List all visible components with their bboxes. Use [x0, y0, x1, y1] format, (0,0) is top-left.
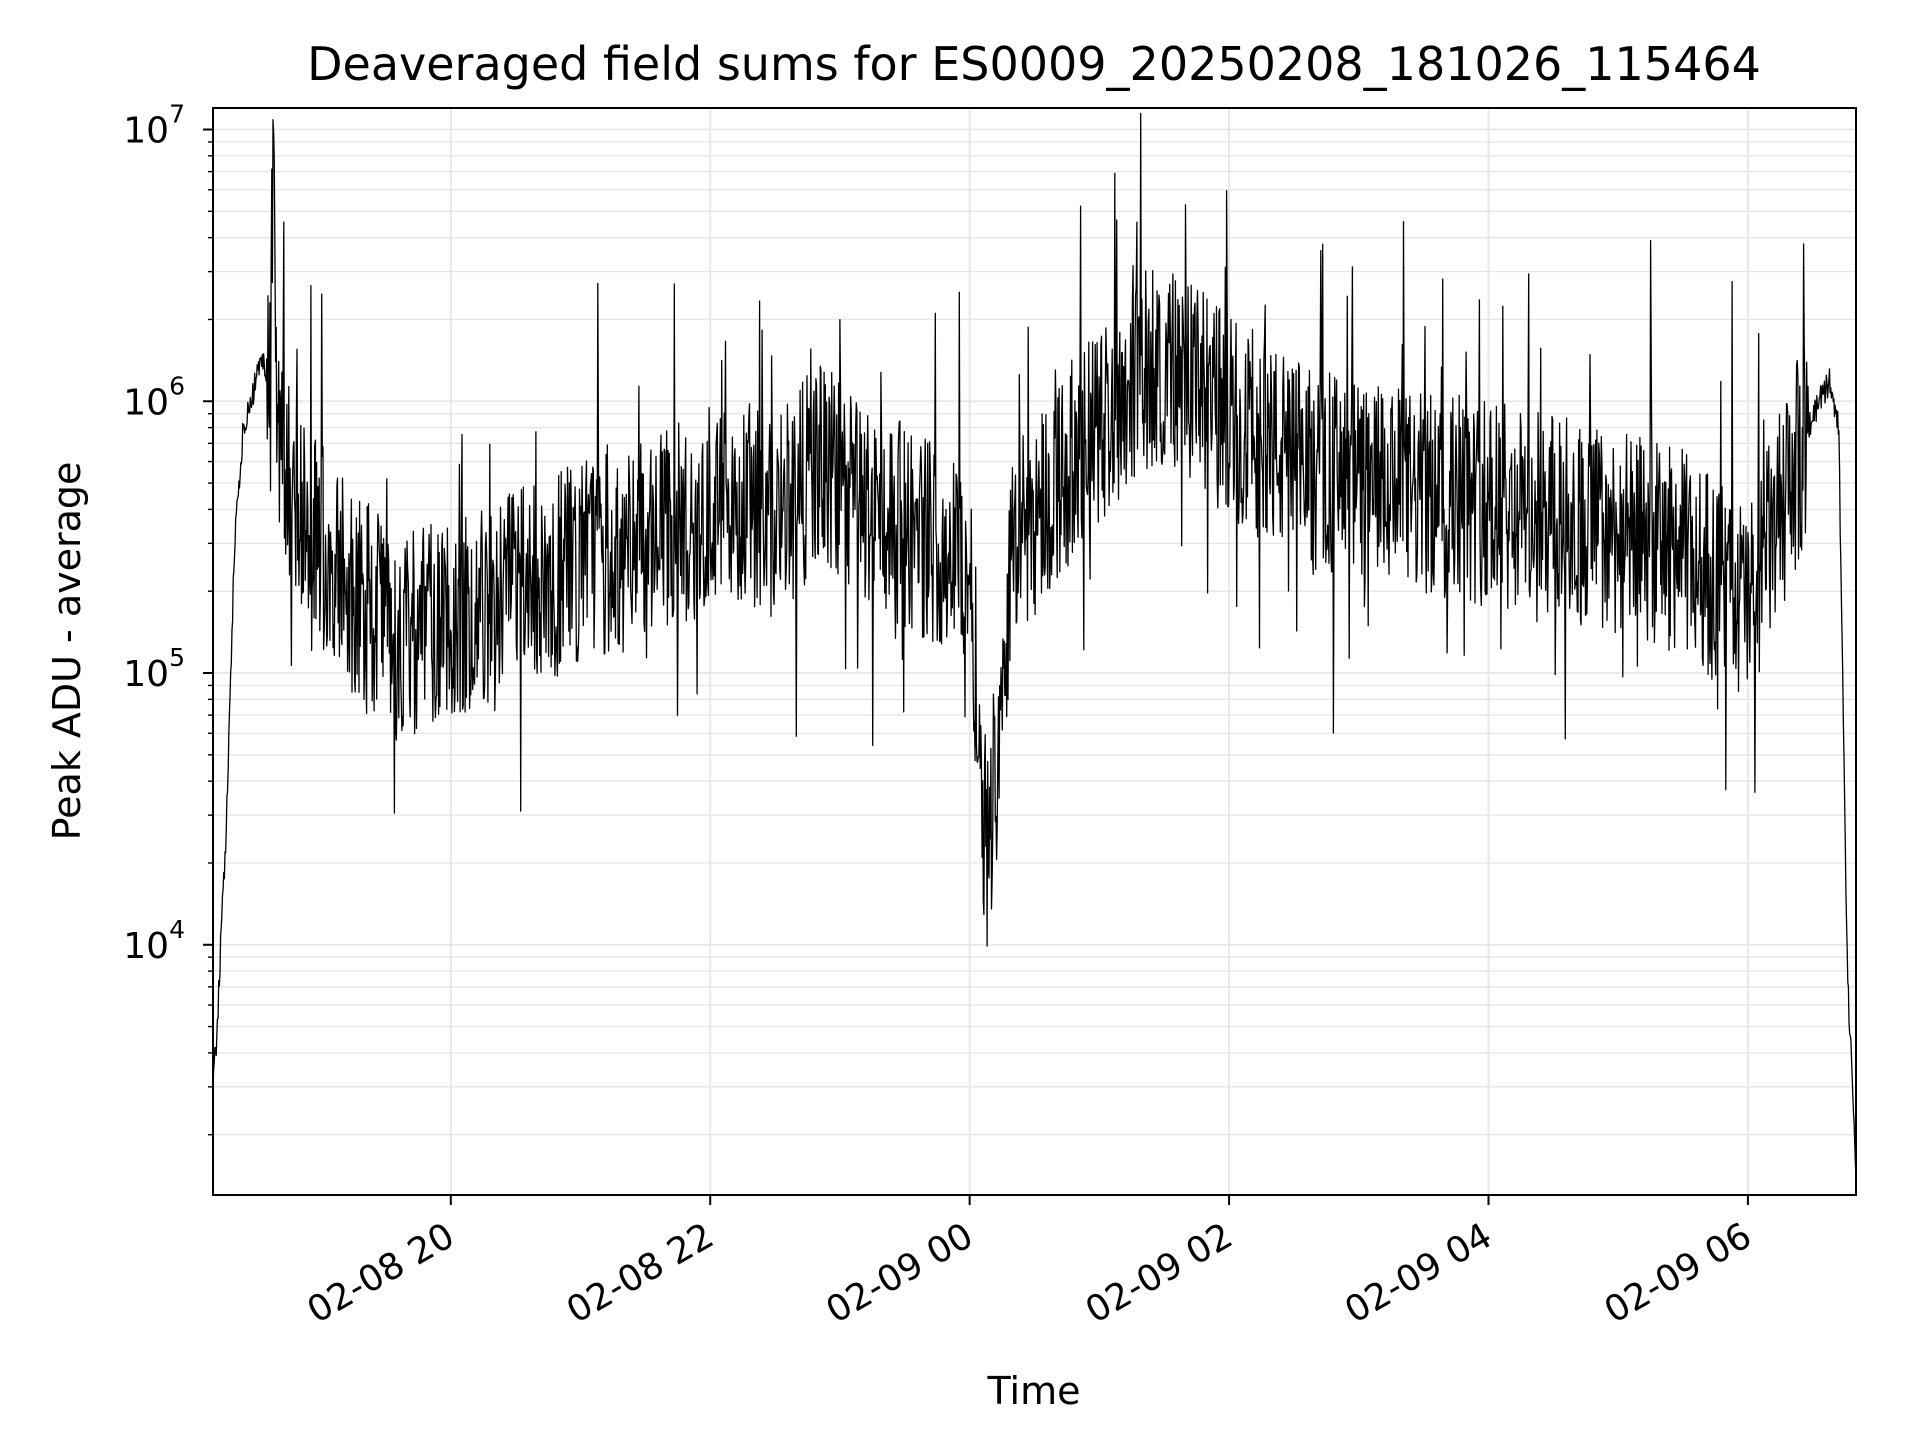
x-tick-label: 02-09 00	[819, 1215, 980, 1331]
x-tick-label: 02-09 06	[1598, 1215, 1759, 1331]
x-tick-label: 02-09 04	[1338, 1215, 1499, 1331]
y-tick-label: 106	[123, 371, 185, 423]
y-tick-label: 105	[123, 643, 185, 695]
x-axis-label: Time	[987, 1369, 1081, 1413]
chart-title: Deaveraged field sums for ES0009_2025020…	[307, 37, 1761, 91]
x-tick-label: 02-08 20	[301, 1215, 462, 1331]
y-tick-label: 107	[123, 100, 185, 152]
series-line	[213, 113, 1856, 1175]
x-tick-label: 02-09 02	[1079, 1215, 1240, 1331]
x-tick-label: 02-08 22	[560, 1215, 721, 1331]
y-tick-label: 104	[123, 915, 185, 967]
y-axis-label: Peak ADU - average	[45, 462, 89, 841]
